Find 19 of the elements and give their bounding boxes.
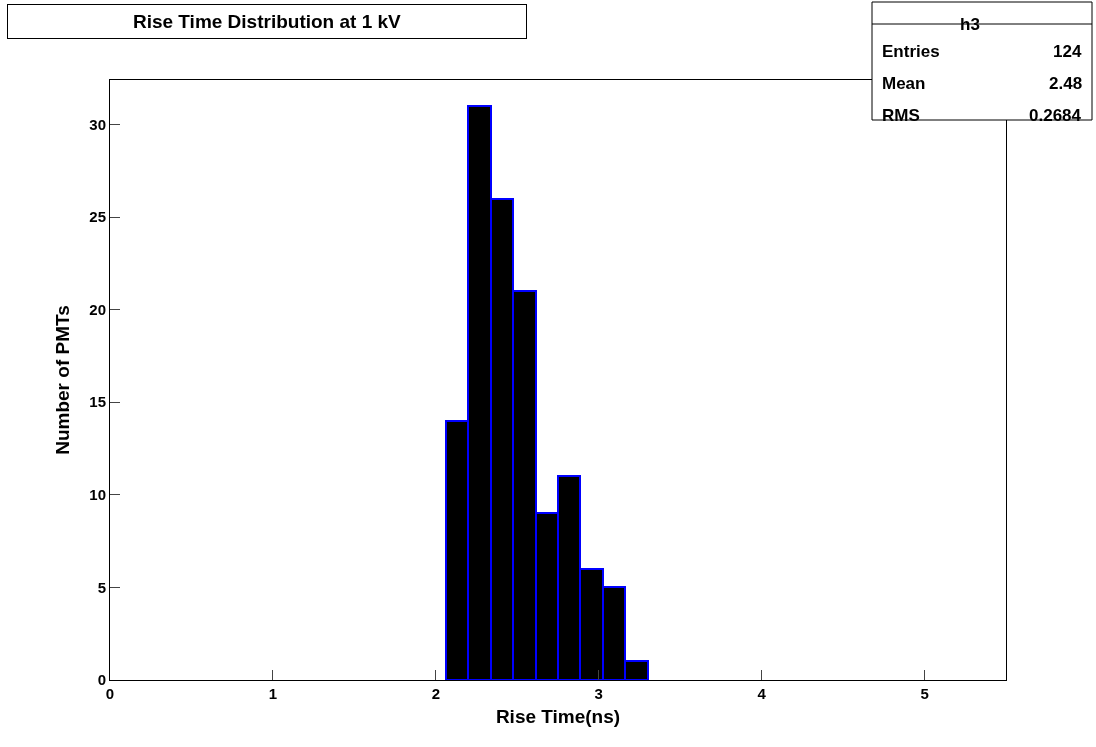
x-tick-label: 2 [431, 685, 440, 702]
x-tick-label: 5 [920, 685, 929, 702]
y-tick-label: 5 [97, 578, 106, 596]
y-tick-label: 0 [97, 671, 106, 689]
chart-title: Rise Time Distribution at 1 kV [132, 11, 402, 32]
y-tick-label: 30 [89, 115, 106, 133]
x-tick-label: 3 [594, 685, 603, 702]
x-tick-label: 1 [268, 685, 278, 702]
x-tick-label: 4 [757, 685, 767, 702]
text: h3 [960, 15, 980, 34]
text: RMS 0.2684 [882, 106, 1081, 125]
y-tick-label: 25 [89, 208, 106, 226]
text: Entries 124 [882, 42, 1082, 61]
y-tick-label: 20 [89, 300, 106, 318]
y-axis-title: Number of PMTs [52, 305, 74, 455]
y-tick-label: 15 [89, 393, 106, 411]
y-tick-label: 10 [89, 486, 106, 504]
x-axis-title: Rise Time(ns) [495, 705, 621, 727]
text: Mean 2.48 [882, 74, 1083, 93]
